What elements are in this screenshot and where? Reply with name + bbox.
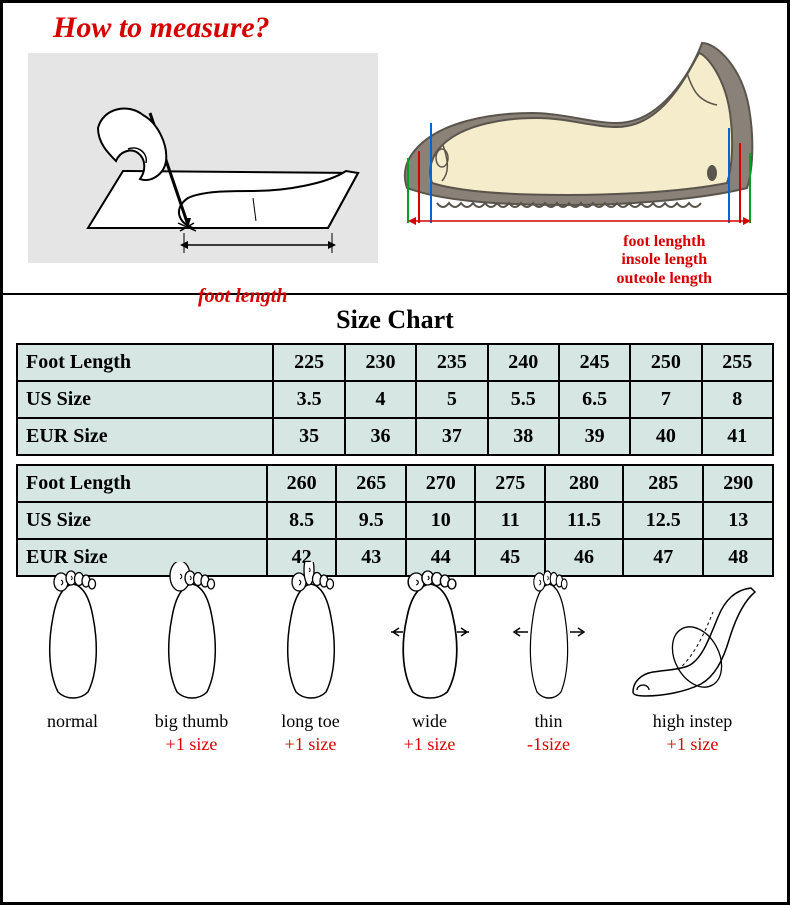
size-cell: 250 bbox=[630, 344, 701, 381]
shoe-label-outsole: outeole length bbox=[616, 270, 712, 288]
foot-type-label: high instep bbox=[623, 711, 763, 732]
foot-type-label: wide bbox=[385, 711, 475, 732]
size-cell: 37 bbox=[416, 418, 487, 455]
foot-type-long-toe: long toe+1 size bbox=[266, 562, 356, 755]
size-table-1: Foot Length225230235240245250255US Size3… bbox=[16, 343, 774, 456]
foot-type-row: normal big thumb+1 size long toe+1 size … bbox=[3, 585, 787, 755]
size-cell: 40 bbox=[630, 418, 701, 455]
foot-type-label: big thumb bbox=[147, 711, 237, 732]
size-cell: 38 bbox=[488, 418, 559, 455]
trace-label: foot length bbox=[198, 285, 287, 308]
size-cell: 290 bbox=[703, 465, 773, 502]
size-cell: 39 bbox=[559, 418, 630, 455]
size-cell: 255 bbox=[702, 344, 773, 381]
foot-type-normal: normal bbox=[28, 562, 118, 755]
size-cell: 225 bbox=[273, 344, 344, 381]
size-cell: 230 bbox=[345, 344, 416, 381]
size-cell: 8 bbox=[702, 381, 773, 418]
size-cell: 275 bbox=[475, 465, 545, 502]
row-header: US Size bbox=[17, 502, 267, 539]
size-cell: 260 bbox=[267, 465, 337, 502]
size-cell: 235 bbox=[416, 344, 487, 381]
foot-type-adjust: +1 size bbox=[385, 734, 475, 755]
foot-type-label: long toe bbox=[266, 711, 356, 732]
size-cell: 11.5 bbox=[545, 502, 623, 539]
size-cell: 280 bbox=[545, 465, 623, 502]
foot-type-adjust: +1 size bbox=[623, 734, 763, 755]
size-cell: 4 bbox=[345, 381, 416, 418]
foot-type-label: normal bbox=[28, 711, 118, 732]
size-cell: 265 bbox=[336, 465, 406, 502]
size-cell: 41 bbox=[702, 418, 773, 455]
size-cell: 5 bbox=[416, 381, 487, 418]
size-cell: 6.5 bbox=[559, 381, 630, 418]
row-header: Foot Length bbox=[17, 344, 273, 381]
size-cell: 10 bbox=[406, 502, 476, 539]
size-cell: 245 bbox=[559, 344, 630, 381]
size-cell: 9.5 bbox=[336, 502, 406, 539]
size-cell: 12.5 bbox=[623, 502, 703, 539]
foot-type-thin: thin-1size bbox=[504, 562, 594, 755]
size-cell: 13 bbox=[703, 502, 773, 539]
row-header: EUR Size bbox=[17, 418, 273, 455]
size-cell: 35 bbox=[273, 418, 344, 455]
size-cell: 36 bbox=[345, 418, 416, 455]
foot-type-high-instep: high instep+1 size bbox=[623, 562, 763, 755]
size-cell: 270 bbox=[406, 465, 476, 502]
size-cell: 11 bbox=[475, 502, 545, 539]
foot-type-label: thin bbox=[504, 711, 594, 732]
size-cell: 5.5 bbox=[488, 381, 559, 418]
size-cell: 8.5 bbox=[267, 502, 337, 539]
row-header: US Size bbox=[17, 381, 273, 418]
row-header: Foot Length bbox=[17, 465, 267, 502]
page-title: How to measure? bbox=[53, 11, 270, 45]
shoe-label-insole: insole length bbox=[616, 251, 712, 269]
size-table-2: Foot Length260265270275280285290 US Size8… bbox=[16, 464, 774, 577]
size-cell: 3.5 bbox=[273, 381, 344, 418]
size-cell: 7 bbox=[630, 381, 701, 418]
foot-type-big-thumb: big thumb+1 size bbox=[147, 562, 237, 755]
chart-title: Size Chart bbox=[3, 305, 787, 335]
size-cell: 285 bbox=[623, 465, 703, 502]
foot-type-adjust: +1 size bbox=[147, 734, 237, 755]
foot-type-wide: wide+1 size bbox=[385, 562, 475, 755]
foot-type-adjust: -1size bbox=[504, 734, 594, 755]
shoe-cross-section: foot lenghth insole length outeole lengt… bbox=[387, 13, 767, 283]
shoe-label-foot: foot lenghth bbox=[616, 233, 712, 251]
foot-trace-illustration: foot length bbox=[28, 53, 378, 263]
size-cell: 240 bbox=[488, 344, 559, 381]
foot-type-adjust: +1 size bbox=[266, 734, 356, 755]
